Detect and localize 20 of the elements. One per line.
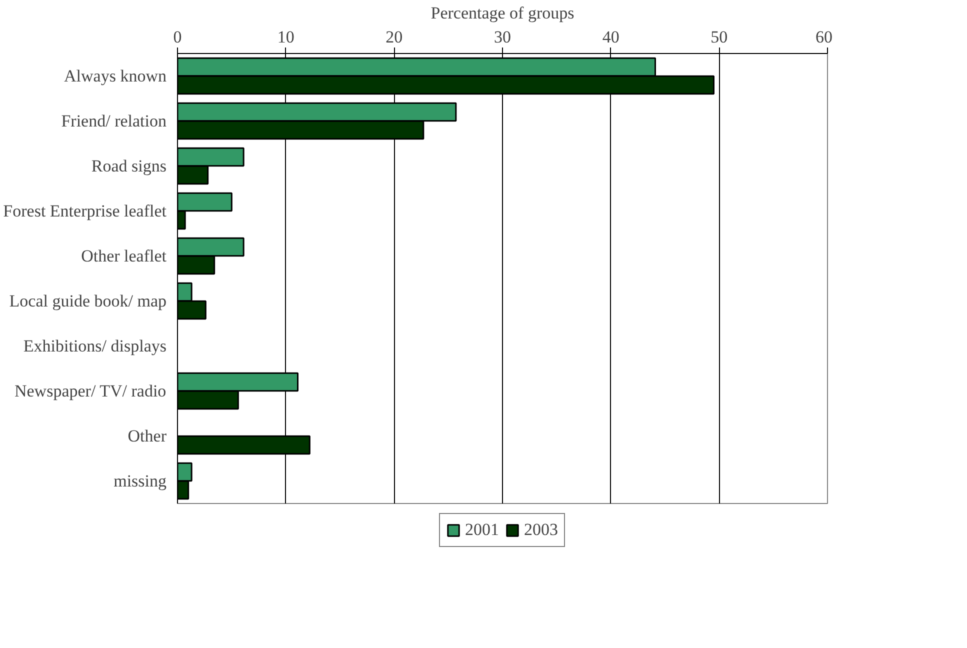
y-tick-label: Friend/ relation — [61, 112, 167, 130]
x-tick-label: 10 — [277, 28, 294, 46]
y-tick-label: Exhibitions/ displays — [23, 336, 167, 356]
y-tick-label: Other leaflet — [81, 246, 167, 266]
y-tick-label: Road signs — [91, 156, 167, 176]
legend-label: 2001 — [465, 520, 499, 540]
x-tick-label: 20 — [386, 28, 403, 46]
y-tick-label: Forest Enterprise leaflet — [3, 202, 167, 220]
legend-label: 2003 — [524, 520, 558, 540]
y-tick-label: Newspaper/ TV/ radio — [14, 382, 166, 400]
y-tick-label: missing — [114, 472, 167, 490]
x-axis-title: Percentage of groups — [430, 4, 574, 22]
y-tick-label: Other — [128, 426, 167, 446]
x-tick-label: 60 — [816, 28, 832, 46]
x-tick-label: 40 — [602, 28, 620, 46]
y-tick-label: Local guide book/ map — [9, 292, 167, 310]
y-tick-label: Always known — [64, 66, 167, 86]
x-tick-label: 50 — [710, 28, 728, 46]
x-tick-label: 0 — [173, 28, 182, 46]
x-tick-label: 30 — [494, 28, 511, 46]
